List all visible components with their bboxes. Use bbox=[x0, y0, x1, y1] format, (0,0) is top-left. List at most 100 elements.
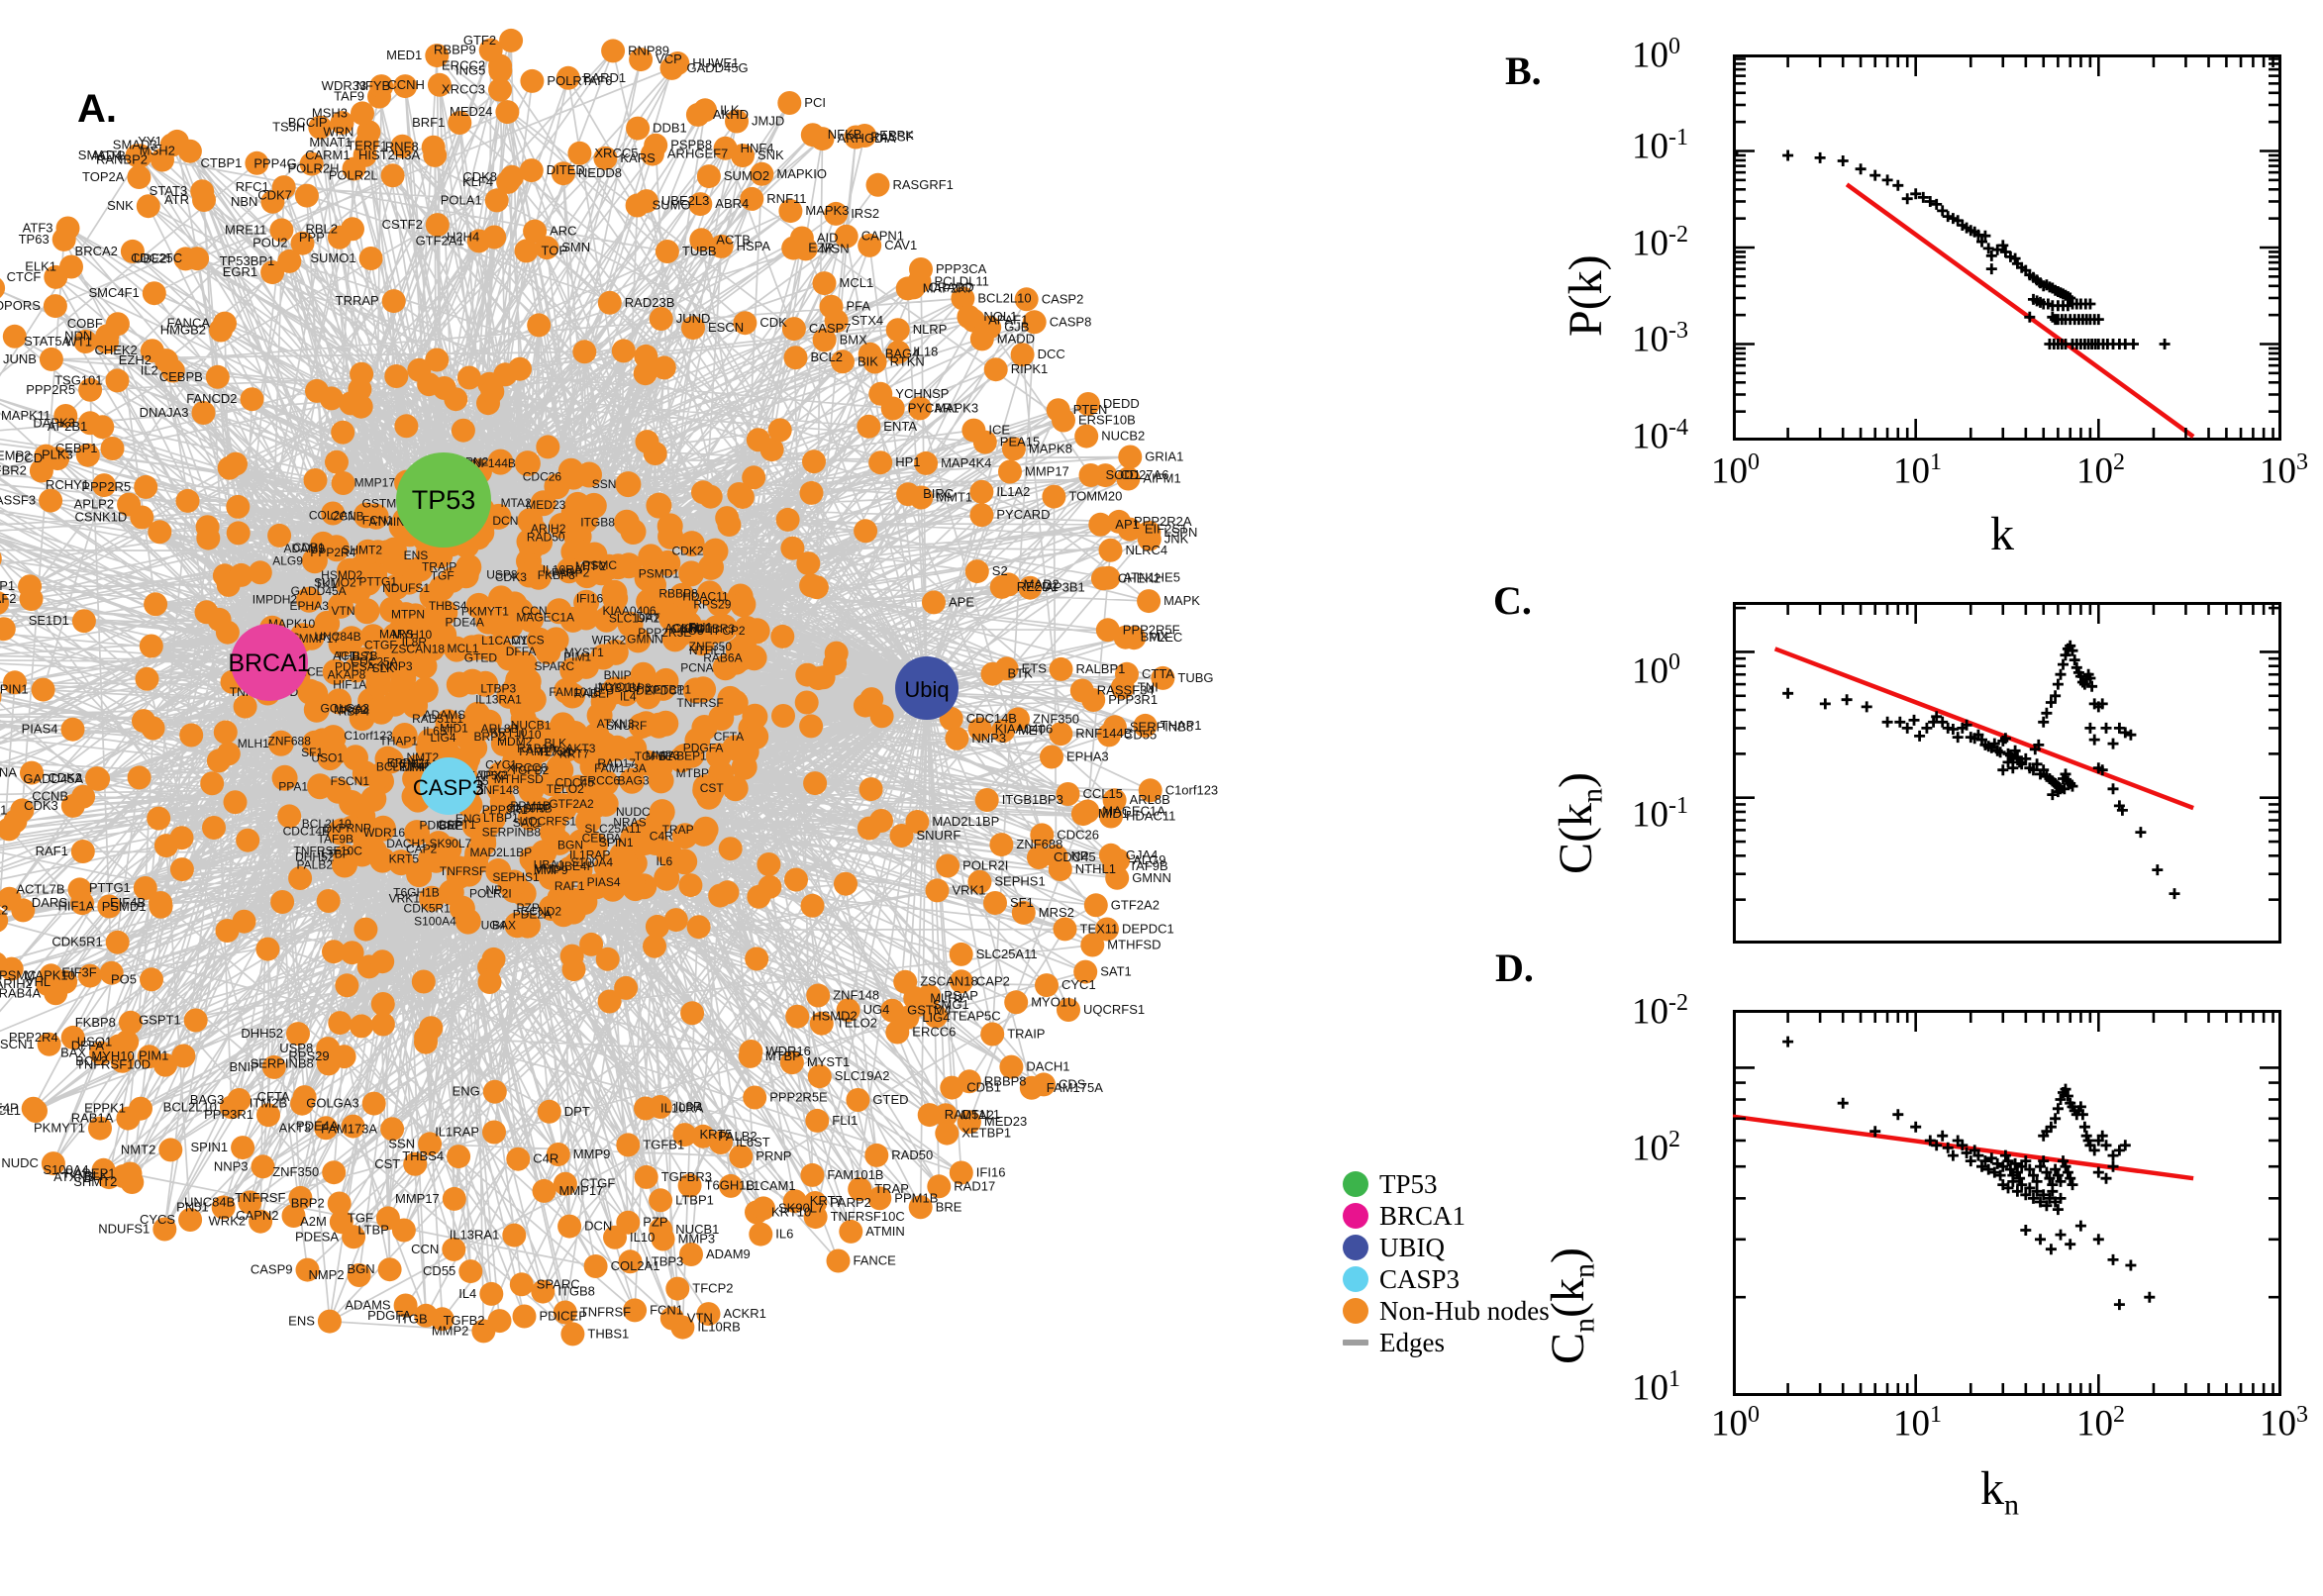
network-node[interactable] bbox=[1151, 665, 1175, 690]
network-node[interactable] bbox=[743, 1085, 767, 1110]
network-node[interactable] bbox=[177, 139, 202, 163]
network-node[interactable] bbox=[34, 444, 58, 468]
network-node[interactable] bbox=[288, 866, 313, 890]
network-node[interactable] bbox=[544, 473, 570, 500]
network-node[interactable] bbox=[97, 1165, 122, 1190]
network-node[interactable] bbox=[691, 715, 718, 741]
network-node[interactable] bbox=[576, 461, 602, 488]
network-node[interactable] bbox=[480, 379, 505, 404]
network-node[interactable] bbox=[233, 694, 257, 719]
network-node[interactable] bbox=[90, 415, 115, 440]
network-node[interactable] bbox=[922, 590, 946, 615]
network-node[interactable] bbox=[77, 963, 102, 988]
network-node[interactable] bbox=[140, 967, 163, 992]
network-node[interactable] bbox=[196, 526, 221, 550]
network-node[interactable] bbox=[738, 1044, 762, 1068]
network-node[interactable] bbox=[260, 260, 285, 285]
network-node[interactable] bbox=[668, 582, 695, 609]
network-node[interactable] bbox=[616, 1210, 641, 1235]
network-node[interactable] bbox=[490, 731, 517, 756]
network-node[interactable] bbox=[858, 777, 883, 802]
network-node[interactable] bbox=[601, 39, 626, 63]
network-node[interactable] bbox=[342, 1225, 366, 1249]
network-node[interactable] bbox=[649, 1188, 673, 1213]
network-node[interactable] bbox=[39, 347, 63, 371]
network-node[interactable] bbox=[678, 873, 703, 898]
network-node[interactable] bbox=[757, 852, 781, 876]
network-node[interactable] bbox=[889, 824, 914, 848]
network-node[interactable] bbox=[844, 125, 868, 150]
network-node[interactable] bbox=[729, 1145, 754, 1169]
network-node[interactable] bbox=[731, 144, 755, 168]
network-node[interactable] bbox=[1102, 788, 1127, 813]
network-node[interactable] bbox=[725, 109, 749, 134]
network-node[interactable] bbox=[785, 1004, 810, 1029]
network-node[interactable] bbox=[678, 560, 705, 587]
network-node[interactable] bbox=[551, 161, 575, 186]
network-node[interactable] bbox=[1019, 1075, 1044, 1100]
network-node[interactable] bbox=[996, 572, 1021, 597]
network-node[interactable] bbox=[561, 721, 588, 747]
network-node[interactable] bbox=[678, 742, 705, 768]
network-node[interactable] bbox=[488, 77, 512, 102]
network-node[interactable] bbox=[696, 1302, 721, 1327]
network-node[interactable] bbox=[767, 418, 792, 443]
network-node[interactable] bbox=[60, 717, 85, 742]
network-node[interactable] bbox=[677, 1173, 702, 1198]
network-node[interactable] bbox=[1116, 466, 1141, 491]
network-node[interactable] bbox=[327, 592, 354, 619]
network-node[interactable] bbox=[678, 531, 705, 557]
network-node[interactable] bbox=[1030, 823, 1055, 848]
network-node[interactable] bbox=[331, 471, 355, 495]
network-node[interactable] bbox=[1040, 745, 1063, 769]
network-node[interactable] bbox=[1115, 661, 1139, 686]
network-node[interactable] bbox=[862, 349, 887, 374]
network-node[interactable] bbox=[429, 575, 455, 601]
network-node[interactable] bbox=[865, 172, 890, 197]
network-node[interactable] bbox=[216, 572, 241, 597]
network-node[interactable] bbox=[423, 847, 450, 873]
network-node[interactable] bbox=[370, 992, 395, 1016]
network-node[interactable] bbox=[536, 435, 560, 459]
network-node[interactable] bbox=[895, 1005, 920, 1030]
network-node[interactable] bbox=[614, 975, 639, 1000]
network-node[interactable] bbox=[477, 635, 504, 661]
network-node[interactable] bbox=[742, 465, 766, 490]
network-node[interactable] bbox=[213, 720, 238, 745]
network-node[interactable] bbox=[1098, 538, 1123, 562]
network-node[interactable] bbox=[388, 849, 414, 876]
network-node[interactable] bbox=[634, 1096, 657, 1121]
network-node[interactable] bbox=[24, 1099, 48, 1123]
network-node[interactable] bbox=[358, 247, 383, 270]
network-node[interactable] bbox=[1096, 565, 1121, 590]
network-node[interactable] bbox=[730, 591, 757, 618]
network-node[interactable] bbox=[0, 951, 8, 975]
network-node[interactable] bbox=[1081, 688, 1106, 712]
network-node[interactable] bbox=[554, 677, 580, 704]
network-node[interactable] bbox=[70, 840, 95, 863]
network-node[interactable] bbox=[783, 346, 808, 370]
network-node[interactable] bbox=[688, 192, 713, 217]
network-node[interactable] bbox=[651, 1227, 675, 1251]
network-node[interactable] bbox=[983, 891, 1007, 915]
network-node[interactable] bbox=[623, 1298, 648, 1323]
network-node[interactable] bbox=[484, 188, 509, 213]
network-node[interactable] bbox=[799, 573, 824, 598]
network-node[interactable] bbox=[964, 559, 989, 584]
network-node[interactable] bbox=[362, 503, 389, 530]
network-node[interactable] bbox=[645, 809, 671, 836]
network-node[interactable] bbox=[381, 289, 406, 314]
network-node[interactable] bbox=[839, 1219, 863, 1244]
network-node[interactable] bbox=[1093, 463, 1118, 488]
network-node[interactable] bbox=[670, 1315, 695, 1340]
network-node[interactable] bbox=[689, 228, 714, 252]
network-node[interactable] bbox=[781, 317, 806, 342]
network-node[interactable] bbox=[859, 687, 884, 712]
network-node[interactable] bbox=[615, 471, 642, 498]
network-node[interactable] bbox=[719, 689, 746, 716]
network-node[interactable] bbox=[1107, 509, 1131, 534]
network-node[interactable] bbox=[1137, 520, 1162, 545]
network-node[interactable] bbox=[711, 616, 737, 642]
network-node[interactable] bbox=[223, 790, 248, 815]
network-node[interactable] bbox=[908, 396, 932, 421]
